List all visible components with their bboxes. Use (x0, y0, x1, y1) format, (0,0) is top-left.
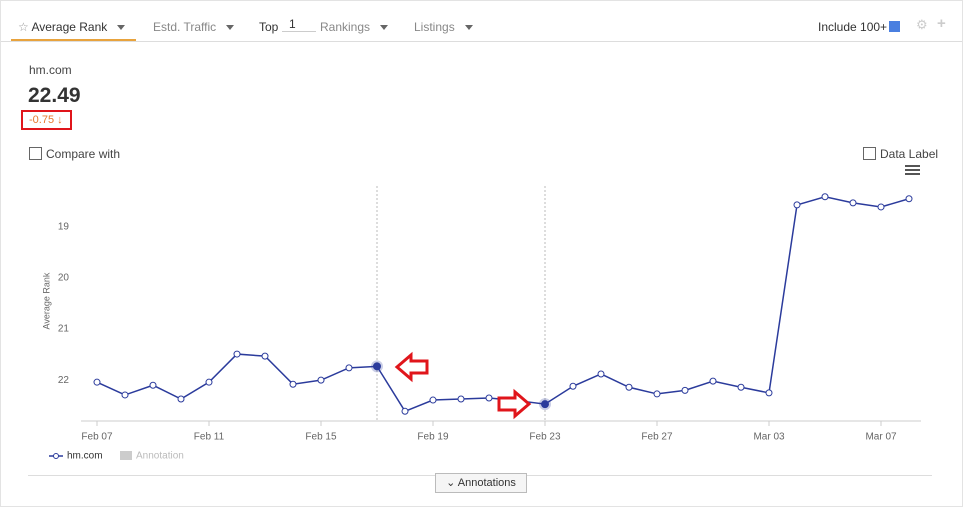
point (709, 377, 717, 385)
point (149, 381, 157, 389)
y-tick-label: 19 (58, 222, 70, 233)
point (653, 390, 661, 398)
data-label-text: Data Label (880, 147, 939, 161)
legend-label: hm.com (67, 451, 103, 462)
y-tick-label: 22 (58, 375, 70, 386)
point (289, 380, 297, 388)
tab-label: Estd. Traffic (153, 20, 217, 34)
point (597, 370, 605, 378)
top-input[interactable]: 1 (282, 17, 316, 32)
point (849, 199, 857, 207)
x-tick-label: Feb 11 (194, 432, 225, 443)
point (121, 391, 129, 399)
compare-label: Compare with (46, 147, 121, 161)
menu-icon[interactable] (905, 163, 920, 177)
x-tick-label: Feb 07 (81, 432, 113, 443)
point (317, 376, 325, 384)
change-value: -0.75 (29, 114, 55, 126)
listings-label: Listings (414, 20, 455, 34)
annotation-arrow (497, 388, 532, 420)
point (233, 350, 241, 358)
point (457, 395, 465, 403)
include-label: Include 100+ (818, 20, 888, 34)
data-label-checkbox[interactable]: Data Label (863, 147, 938, 161)
point (373, 362, 381, 371)
point (177, 395, 185, 403)
point (681, 386, 689, 394)
point (93, 378, 101, 386)
point (541, 400, 549, 409)
point (429, 396, 437, 404)
button-label: Annotations (457, 477, 516, 489)
add-icon[interactable]: + (937, 15, 946, 32)
metric-value: 22.49 (28, 84, 81, 107)
listings-dropdown[interactable]: Listings (414, 20, 473, 34)
domain: hm.com (29, 63, 72, 77)
y-tick-label: 21 (58, 324, 70, 335)
line (96, 195, 910, 413)
tab[interactable]: Estd. Traffic (153, 20, 235, 34)
legend-marker (120, 451, 132, 460)
point (793, 201, 801, 209)
point (737, 383, 745, 391)
legend-marker (53, 453, 59, 459)
chart: Average Rank 19 20 21 22 Feb 07 Feb 11 Feb 15 Fe… (41, 186, 921, 462)
toolbar-border (1, 41, 962, 42)
rankings-dropdown[interactable]: Rankings (320, 20, 389, 34)
include-toggle[interactable]: Include 100+ (818, 20, 901, 34)
tab-label: Average Rank (31, 20, 108, 34)
compare-checkbox[interactable]: Compare with (29, 147, 120, 161)
y-axis-label: Average Rank (41, 272, 51, 329)
point (205, 378, 213, 386)
annotations-button[interactable]: ⌄ Annotations (435, 473, 527, 493)
point (261, 352, 269, 360)
annotation-arrow (394, 351, 429, 383)
point (569, 382, 577, 390)
x-tick-label: Feb 27 (641, 432, 673, 443)
x-tick-label: Feb 15 (305, 432, 337, 443)
x-tick-label: Mar 07 (865, 432, 897, 443)
x-tick-label: Feb 23 (529, 432, 561, 443)
highlight-box (21, 110, 72, 130)
point (905, 195, 913, 203)
top-label: Top (259, 20, 279, 34)
y-tick-label: 20 (58, 273, 70, 284)
point (625, 383, 633, 391)
settings-icon[interactable]: ⚙ (916, 17, 928, 32)
rankings-label: Rankings (320, 20, 371, 34)
point (345, 364, 353, 372)
legend-label: Annotation (136, 451, 184, 462)
point (401, 407, 409, 415)
point (821, 193, 829, 201)
x-tick-label: Mar 03 (753, 432, 785, 443)
active-tab-underline (11, 39, 136, 41)
tab[interactable]: ☆ Average Rank (18, 20, 126, 34)
checkbox (889, 21, 901, 32)
point (765, 389, 773, 397)
point (877, 203, 885, 211)
point (485, 394, 493, 402)
x-tick-label: Feb 19 (417, 432, 449, 443)
metric-change: -0.75 ↓ (29, 114, 63, 126)
